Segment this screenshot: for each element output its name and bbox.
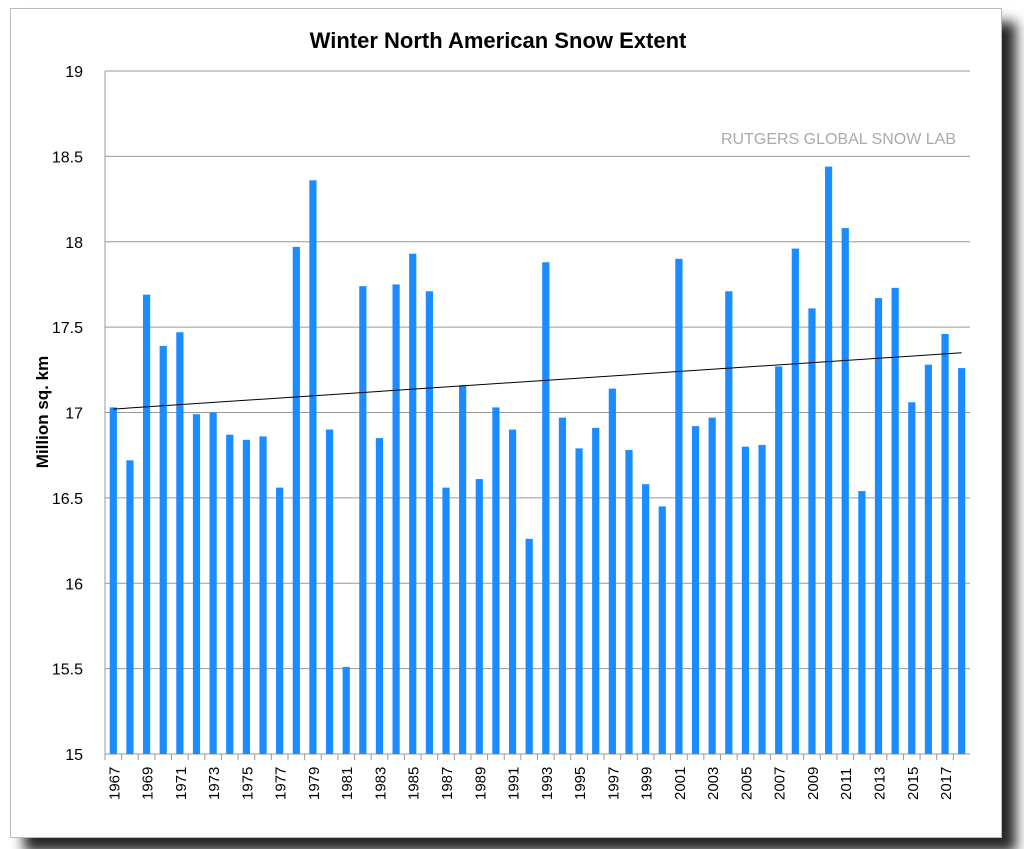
- bar-2000: [658, 506, 666, 754]
- bar-1997: [608, 388, 616, 754]
- bar-1981: [342, 666, 350, 754]
- bar-1973: [209, 412, 217, 754]
- chart-frame: [10, 8, 1002, 838]
- x-tick-label: 1985: [406, 767, 423, 800]
- bar-1975: [242, 439, 250, 754]
- bar-2005: [741, 446, 750, 754]
- bar-1978: [292, 246, 300, 754]
- bar-1991: [508, 429, 517, 754]
- x-tick-label: 1967: [106, 767, 123, 800]
- y-tick-label: 15: [65, 747, 83, 764]
- bar-2016: [924, 364, 933, 754]
- bar-2001: [675, 258, 683, 754]
- bar-1987: [442, 487, 450, 754]
- y-tick-label: 17.5: [52, 320, 83, 337]
- x-tick-label: 1979: [306, 767, 323, 800]
- x-tick-label: 1973: [206, 767, 223, 800]
- trendline: [113, 352, 962, 410]
- x-tick-label: 1993: [539, 767, 556, 800]
- bar-1996: [592, 427, 600, 754]
- x-tick-label: 1981: [339, 767, 356, 800]
- bar-2013: [874, 298, 883, 754]
- bar-1982: [359, 286, 367, 754]
- bar-1990: [492, 407, 500, 754]
- bar-2015: [908, 402, 916, 754]
- bar-2004: [725, 291, 733, 754]
- bar-2007: [775, 366, 783, 754]
- bar-1998: [625, 450, 633, 754]
- y-tick-label: 18.5: [52, 149, 83, 166]
- bar-2011: [841, 228, 849, 755]
- bar-1988: [459, 385, 467, 754]
- x-tick-label: 1975: [239, 767, 256, 800]
- x-tick-label: 2009: [805, 767, 822, 800]
- bar-1980: [325, 429, 334, 754]
- bar-2006: [758, 444, 766, 754]
- bar-1972: [192, 414, 201, 754]
- bar-1983: [375, 438, 384, 754]
- bar-2002: [691, 426, 700, 754]
- bar-1994: [558, 417, 567, 754]
- y-tick-label: 17: [65, 406, 83, 423]
- x-tick-label: 1987: [439, 767, 456, 800]
- x-tick-label: 1977: [273, 767, 290, 800]
- bar-1968: [126, 460, 134, 754]
- bar-2010: [825, 166, 833, 754]
- bar-1974: [226, 434, 234, 754]
- y-tick-label: 15.5: [52, 662, 83, 679]
- bar-1986: [425, 291, 433, 754]
- x-tick-label: 2003: [705, 767, 722, 800]
- x-tick-label: 2005: [738, 767, 755, 800]
- bar-1969: [142, 294, 151, 754]
- watermark: RUTGERS GLOBAL SNOW LAB: [721, 131, 956, 148]
- y-tick-label: 18: [65, 235, 83, 252]
- x-tick-label: 1999: [639, 767, 656, 800]
- y-axis-label: Million sq. km: [33, 356, 52, 468]
- bar-1970: [159, 345, 167, 754]
- bar-2014: [891, 287, 899, 754]
- y-tick-label: 16: [65, 576, 83, 593]
- bar-1976: [259, 436, 267, 754]
- x-tick-label: 1997: [605, 767, 622, 800]
- x-tick-label: 1989: [472, 767, 489, 800]
- bar-1989: [475, 479, 483, 754]
- bar-1985: [409, 253, 417, 754]
- x-tick-label: 2001: [672, 767, 689, 800]
- x-tick-label: 2017: [938, 767, 955, 800]
- bar-2012: [858, 491, 866, 754]
- x-tick-label: 2007: [772, 767, 789, 800]
- bar-1971: [176, 332, 184, 754]
- bar-2009: [808, 308, 816, 754]
- bar-1967: [109, 407, 117, 754]
- x-tick-label: 1969: [140, 767, 157, 800]
- bar-1984: [392, 284, 400, 754]
- x-tick-label: 1983: [372, 767, 389, 800]
- bar-2003: [708, 417, 716, 754]
- bar-2018: [958, 368, 966, 754]
- bar-1993: [542, 262, 550, 754]
- y-tick-label: 19: [65, 64, 83, 81]
- x-tick-label: 1995: [572, 767, 589, 800]
- bar-1999: [642, 484, 650, 754]
- y-tick-label: 16.5: [52, 491, 83, 508]
- bar-1992: [525, 538, 533, 754]
- x-tick-label: 2011: [838, 768, 855, 800]
- x-tick-label: 2015: [905, 767, 922, 800]
- x-tick-label: 1971: [173, 767, 190, 800]
- bar-1979: [309, 180, 317, 754]
- chart-title: Winter North American Snow Extent: [310, 28, 687, 53]
- bar-1977: [276, 487, 284, 754]
- x-tick-label: 2013: [872, 767, 889, 800]
- bar-1995: [575, 448, 583, 754]
- bar-2008: [791, 248, 799, 754]
- bar-2017: [941, 333, 949, 754]
- x-tick-label: 1991: [506, 767, 523, 800]
